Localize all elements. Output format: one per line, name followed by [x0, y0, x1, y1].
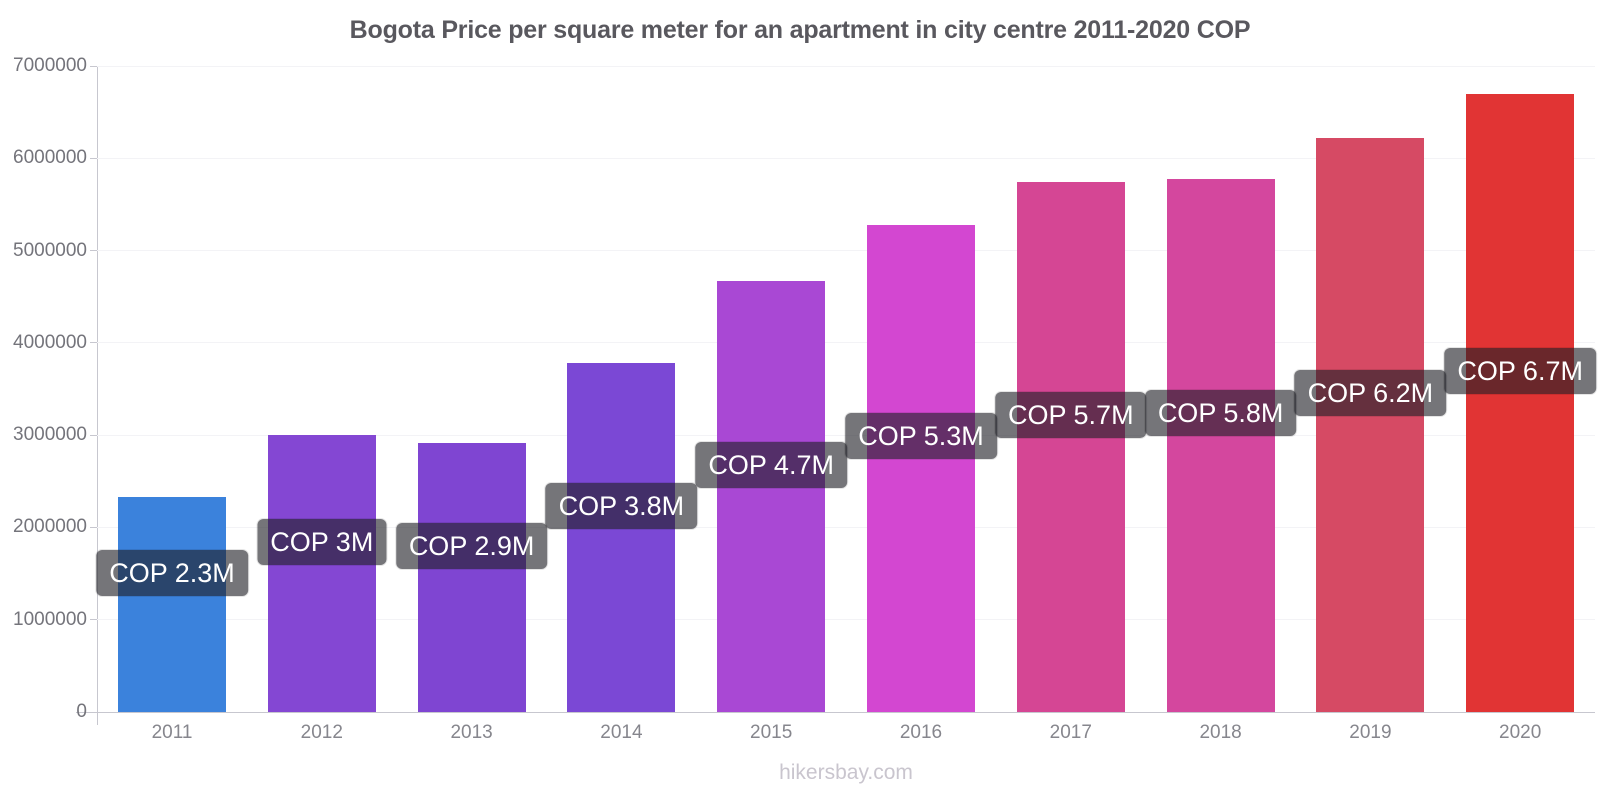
y-axis-tick [90, 434, 97, 436]
bar-value-label-2013: COP 2.9M [395, 522, 548, 569]
bar-2012[interactable] [267, 435, 376, 712]
bar-value-label-2020: COP 6.7M [1444, 347, 1596, 394]
x-tick-label-2013: 2013 [450, 722, 493, 743]
x-tick-label-2019: 2019 [1349, 722, 1392, 743]
y-tick-label: 0 [76, 701, 87, 722]
y-tick-label: 2000000 [13, 516, 87, 538]
gridline [97, 157, 1595, 159]
bar-2020[interactable] [1466, 93, 1575, 712]
y-axis-tick [90, 619, 97, 621]
x-tick-label-2016: 2016 [899, 722, 943, 743]
x-axis-line [76, 712, 1595, 713]
y-tick-label: 7000000 [13, 55, 87, 76]
bar-value-label-2017: COP 5.7M [995, 392, 1147, 439]
bar-2017[interactable] [1016, 182, 1125, 712]
gridline [97, 250, 1595, 252]
bar-2018[interactable] [1166, 178, 1275, 712]
y-axis-tick [90, 711, 97, 713]
bar-value-label-2019: COP 6.2M [1294, 370, 1447, 416]
bar-value-label-2018: COP 5.8M [1144, 390, 1297, 437]
y-axis-line [97, 66, 98, 725]
gridline [97, 342, 1595, 344]
x-tick-label-2017: 2017 [1049, 722, 1092, 743]
gridline [97, 65, 1595, 67]
gridline [97, 619, 1595, 621]
watermark: hikersbay.com [779, 761, 913, 784]
y-axis-tick [90, 157, 97, 159]
bar-2015[interactable] [717, 281, 826, 712]
bar-value-label-2011: COP 2.3M [96, 549, 248, 596]
y-tick-label: 5000000 [13, 239, 87, 261]
x-tick-label-2018: 2018 [1199, 722, 1242, 743]
bar-value-label-2012: COP 3M [257, 518, 387, 565]
y-tick-label: 6000000 [13, 147, 87, 169]
bar-2016[interactable] [867, 224, 975, 712]
y-axis-tick [90, 65, 97, 67]
x-tick-label-2020: 2020 [1499, 722, 1542, 743]
plot-area: COP 2.3M COP 3M COP 2.9M COP 3.8M COP 4.7M CO… [76, 65, 1596, 725]
bar-2011[interactable] [118, 496, 226, 712]
x-tick-label-2011: 2011 [151, 722, 193, 743]
y-axis-tick [90, 526, 97, 528]
bar-2013[interactable] [417, 443, 526, 712]
bar-2019[interactable] [1316, 137, 1425, 712]
gridline [97, 526, 1595, 528]
x-tick-label-2014: 2014 [600, 722, 643, 743]
y-tick-label: 4000000 [13, 331, 87, 353]
y-axis-tick [90, 250, 97, 252]
x-tick-label-2012: 2012 [300, 722, 343, 743]
y-tick-label: 3000000 [13, 424, 87, 446]
bar-2014[interactable] [567, 363, 676, 712]
bar-value-label-2015: COP 4.7M [695, 441, 847, 488]
y-axis-tick [90, 342, 97, 344]
bar-value-label-2014: COP 3.8M [545, 482, 698, 529]
x-tick-label-2015: 2015 [750, 722, 793, 743]
chart-title: Bogota Price per square meter for an apa… [349, 16, 1251, 44]
bar-value-label-2016: COP 5.3M [845, 413, 997, 460]
y-tick-label: 1000000 [13, 608, 87, 630]
